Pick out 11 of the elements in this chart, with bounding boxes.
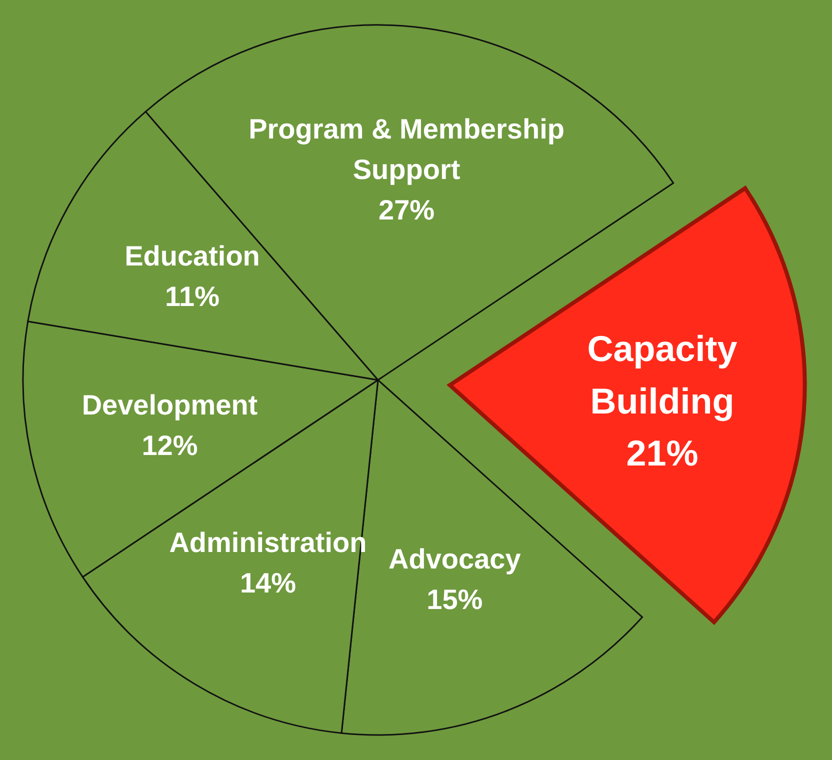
- data-label: 27%: [378, 194, 435, 226]
- data-label: 12%: [142, 429, 198, 460]
- slice-label: Capacity Building: [587, 328, 738, 421]
- data-label: 21%: [626, 432, 698, 474]
- data-label: 14%: [240, 567, 296, 598]
- slice-label: Advocacy: [388, 542, 522, 574]
- slice-label: Education: [124, 240, 260, 271]
- slice-label: Development: [82, 388, 258, 420]
- data-label: 11%: [165, 280, 220, 312]
- data-label: 15%: [426, 584, 483, 615]
- slice-label: Program & Membership Support: [248, 112, 564, 184]
